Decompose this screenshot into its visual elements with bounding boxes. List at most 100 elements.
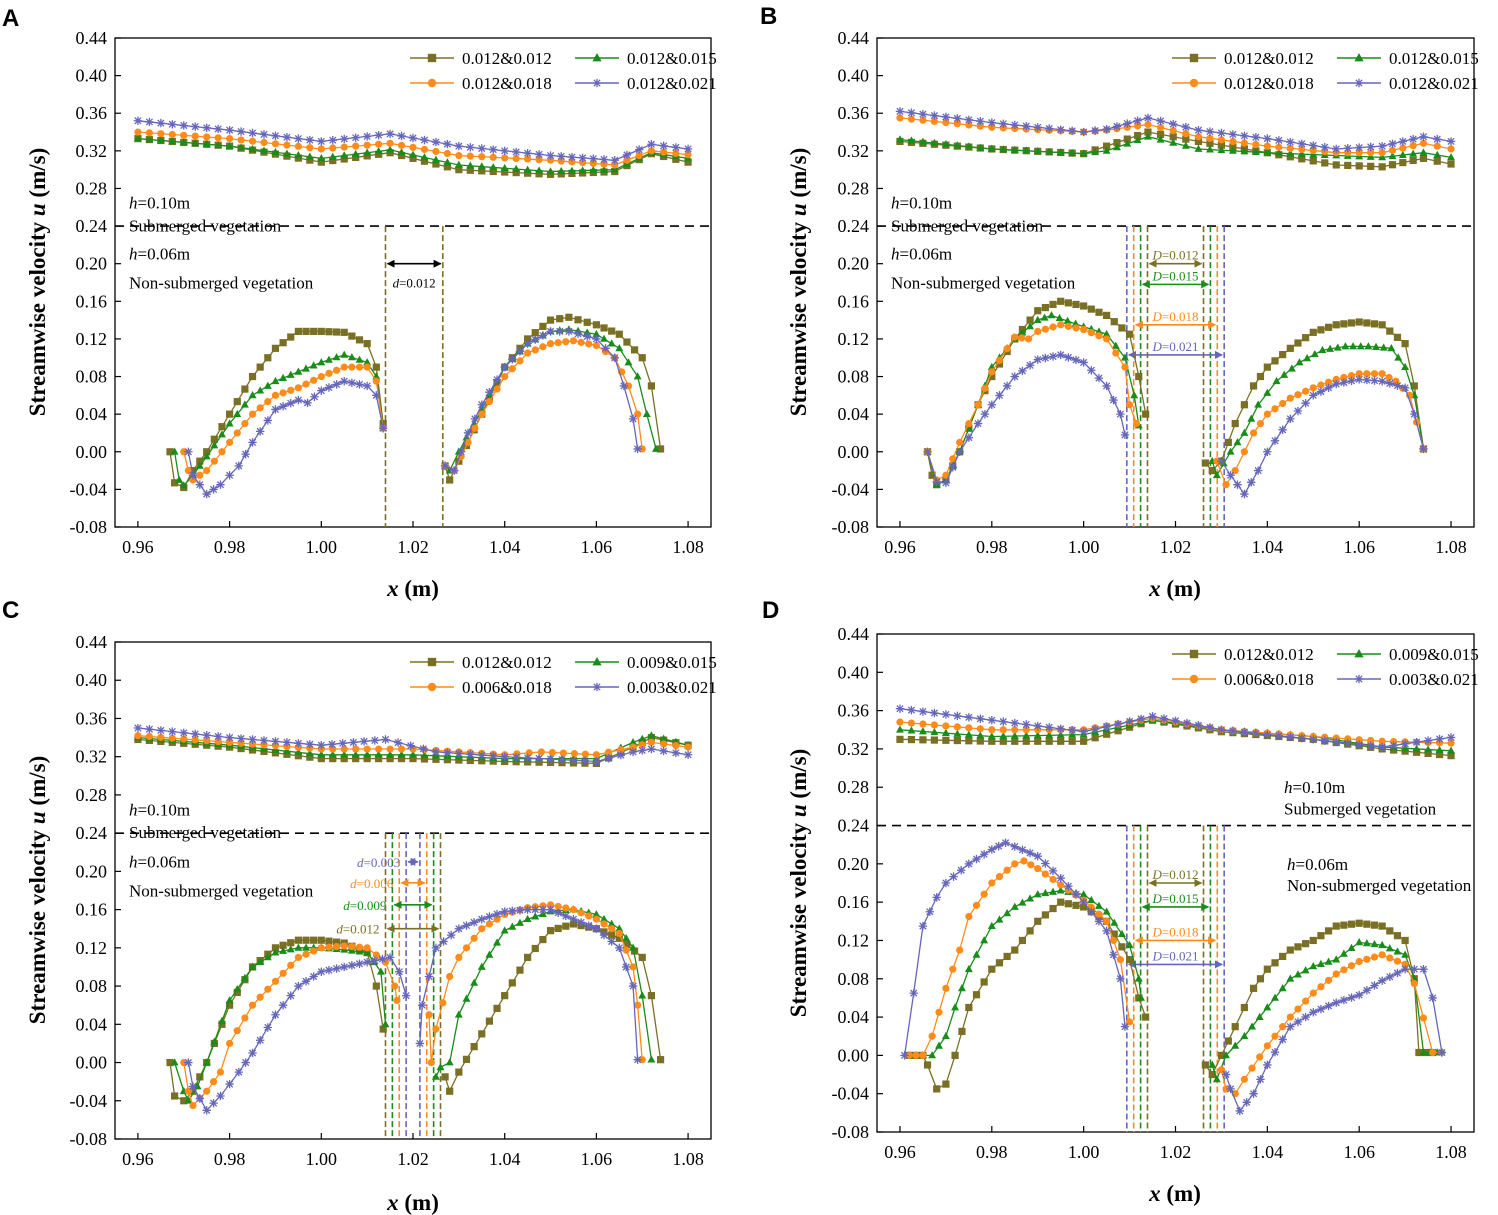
data-point	[1286, 1022, 1295, 1031]
data-point	[907, 108, 916, 117]
data-point	[523, 148, 532, 158]
data-point	[1388, 139, 1397, 148]
data-point	[462, 921, 471, 930]
data-point	[1022, 726, 1030, 734]
data-point	[615, 943, 624, 953]
data-point	[907, 136, 916, 144]
data-point	[332, 942, 341, 951]
data-point	[1201, 1061, 1209, 1069]
data-point	[955, 447, 964, 456]
data-point	[1206, 134, 1214, 142]
data-point	[1071, 889, 1081, 899]
data-point	[611, 161, 619, 169]
data-point	[355, 380, 364, 389]
series-line	[909, 890, 1142, 1057]
data-point	[980, 936, 989, 944]
data-point	[489, 167, 497, 176]
data-point	[478, 410, 486, 418]
data-point	[301, 977, 311, 986]
series-line	[1225, 968, 1443, 1113]
data-point	[1057, 297, 1065, 305]
data-point	[999, 119, 1008, 129]
legend-marker	[592, 52, 602, 62]
data-point	[599, 930, 609, 940]
data-point	[355, 943, 364, 951]
data-point	[1332, 321, 1340, 329]
data-point	[1041, 353, 1050, 363]
y-axis-label: Streamwise velocity u (m/s)	[786, 148, 811, 417]
data-point	[386, 755, 394, 763]
data-point	[1263, 1060, 1272, 1070]
data-point	[409, 750, 417, 758]
data-point	[397, 755, 406, 763]
data-point	[393, 738, 403, 747]
data-point	[417, 1000, 427, 1010]
data-point	[1133, 116, 1142, 125]
legend-marker	[427, 657, 437, 667]
data-point	[1125, 330, 1134, 338]
data-point	[168, 120, 177, 129]
data-point	[659, 141, 668, 151]
gap-width-label: d=0.006	[350, 876, 394, 891]
data-point	[1217, 145, 1226, 154]
data-point	[976, 117, 985, 126]
data-point	[1240, 1031, 1249, 1040]
data-point	[1286, 153, 1294, 161]
data-point	[1011, 726, 1019, 734]
data-point	[1355, 938, 1364, 946]
data-point	[1324, 1001, 1333, 1011]
data-point	[340, 942, 348, 950]
data-point	[1068, 737, 1076, 745]
data-point	[184, 447, 193, 456]
data-point	[492, 375, 502, 384]
data-point	[431, 155, 440, 163]
gap-width-label: D=0.018	[1152, 924, 1199, 939]
data-point	[1121, 353, 1129, 361]
data-point	[1181, 122, 1191, 132]
data-point	[397, 148, 406, 156]
data-point	[617, 746, 625, 754]
data-point	[363, 148, 372, 156]
y-tick-label: 0.32	[76, 141, 108, 161]
data-point	[263, 381, 272, 389]
data-point	[1047, 311, 1056, 319]
data-point	[1333, 343, 1342, 351]
data-point	[1386, 954, 1394, 962]
data-point	[466, 756, 474, 764]
data-point	[1010, 842, 1019, 851]
data-point	[907, 705, 916, 715]
data-point	[214, 140, 223, 149]
y-axis-label: Streamwise velocity u (m/s)	[25, 756, 50, 1025]
x-axis-label: x (m)	[1148, 1181, 1201, 1206]
data-point	[397, 745, 406, 753]
data-point	[1429, 1048, 1437, 1057]
data-point	[500, 362, 509, 372]
series-line	[435, 908, 653, 1078]
data-point	[188, 471, 198, 480]
data-point	[1256, 1075, 1265, 1084]
data-point	[1286, 137, 1295, 147]
data-point	[1401, 362, 1410, 371]
data-point	[1221, 1070, 1231, 1079]
data-point	[531, 329, 539, 337]
x-tick-label: 1.08	[1435, 537, 1467, 557]
data-point	[523, 165, 532, 173]
data-point	[592, 910, 601, 918]
data-point	[988, 726, 996, 734]
data-point	[554, 902, 562, 911]
data-point	[446, 476, 454, 484]
data-point	[659, 734, 668, 742]
data-point	[325, 937, 333, 945]
data-point	[500, 146, 509, 156]
data-point	[1057, 321, 1065, 329]
data-point	[287, 386, 295, 394]
data-point	[271, 391, 280, 399]
data-point	[987, 845, 997, 854]
upper-region-label: Submerged vegetation	[129, 216, 282, 235]
data-point	[958, 1027, 966, 1036]
data-point	[1025, 848, 1035, 858]
data-point	[332, 964, 341, 973]
data-point	[619, 381, 629, 391]
data-point	[420, 145, 429, 154]
